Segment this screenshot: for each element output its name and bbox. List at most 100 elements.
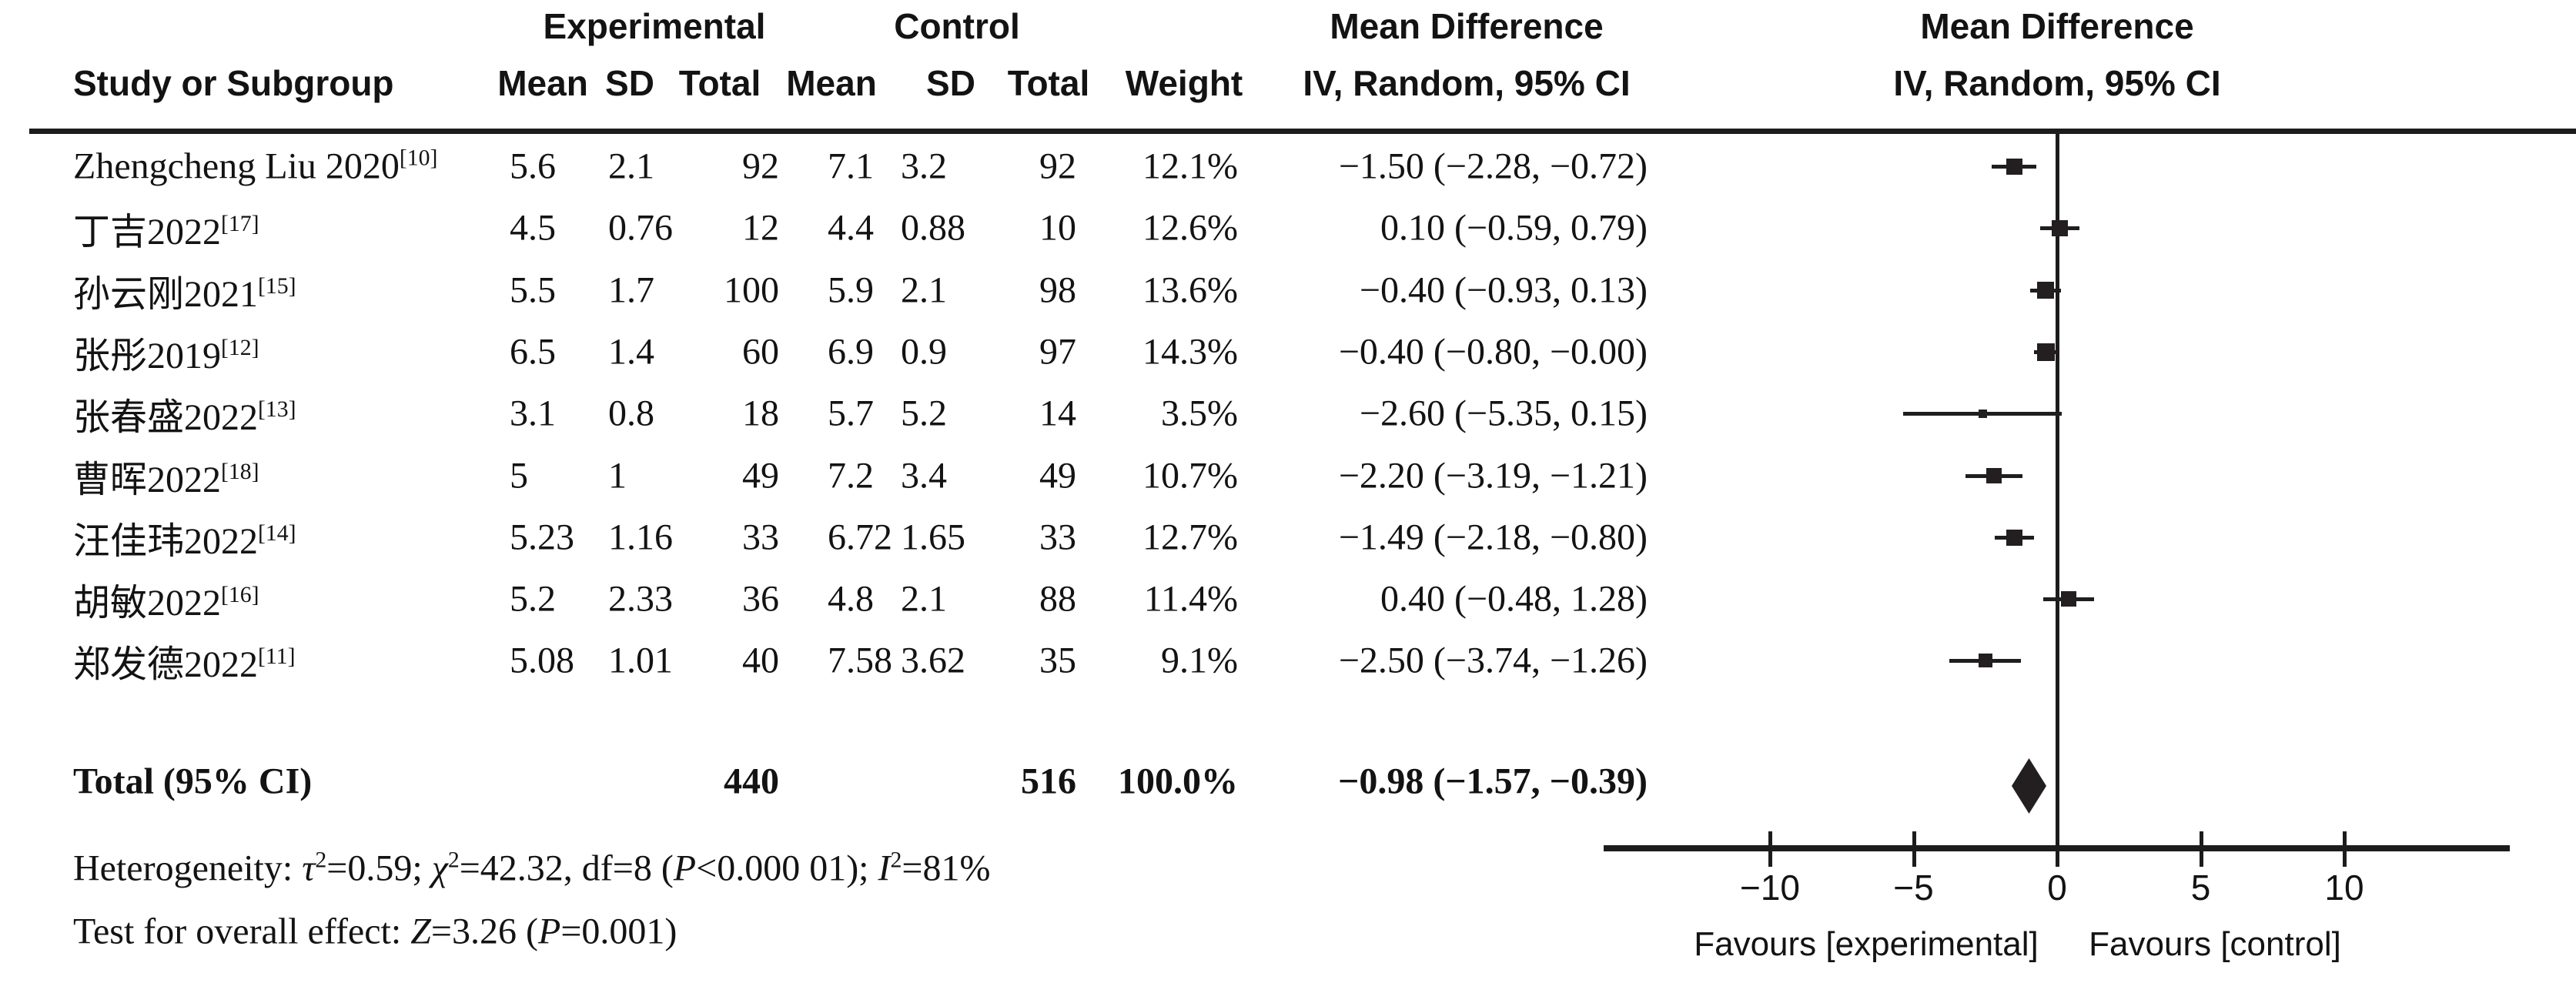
cell-exp_sd: 2.33 [608, 578, 673, 620]
cell-weight: 3.5% [1161, 393, 1238, 434]
study-reference-superscript: [13] [258, 396, 296, 422]
cell-exp_sd: 2.1 [608, 145, 654, 187]
cell-md_text: −1.50 (−2.28, −0.72) [1338, 145, 1648, 187]
cell-exp_total: 100 [724, 269, 779, 311]
footnote-segment: =42.32, df=8 ( [459, 848, 674, 889]
axis-tick [2343, 831, 2347, 867]
cell-exp_mean: 5.2 [510, 578, 556, 620]
cell-ctrl_sd: 3.62 [901, 640, 965, 681]
cell-ctrl_mean: 6.72 [828, 517, 892, 558]
cell-exp_total: 49 [742, 455, 779, 497]
footnote-segment: =0.59; [326, 848, 432, 889]
cell-ctrl_sd: 0.9 [901, 331, 947, 373]
cell-ctrl_sd: 2.1 [901, 578, 947, 620]
cell-exp_sd: 1.01 [608, 640, 673, 681]
md-point-square [1986, 468, 2002, 483]
cell-exp_total: 12 [742, 207, 779, 249]
cell-ctrl_total: 14 [1039, 393, 1076, 434]
study-name: 曹晖2022[18] [73, 459, 259, 500]
cell-exp_mean: 5.08 [510, 640, 574, 681]
column-header-total-experimental: Total [678, 63, 761, 103]
column-group-control: Control [894, 6, 1020, 46]
cell-exp_total: 92 [742, 145, 779, 187]
cell-exp_sd: 0.76 [608, 207, 673, 249]
cell-ctrl_mean: 6.9 [828, 331, 874, 373]
total-weight: 100.0% [1118, 761, 1238, 802]
study-name: 孙云刚2021[15] [73, 273, 296, 315]
cell-ctrl_total: 97 [1039, 331, 1076, 373]
footnote-segment: =3.26 ( [430, 911, 538, 952]
column-group-mean-difference-text: Mean Difference [1330, 6, 1604, 46]
footnote-segment: I [878, 848, 891, 889]
footnote-segment: P [537, 911, 561, 952]
column-header-mean-control: Mean [786, 63, 877, 103]
cell-exp_sd: 0.8 [608, 393, 654, 434]
column-header-iv-random-ci-text: IV, Random, 95% CI [1303, 63, 1631, 103]
study-name: 郑发德2022[11] [73, 644, 296, 685]
cell-ctrl_mean: 5.7 [828, 393, 874, 434]
md-point-square [2006, 530, 2022, 546]
header-separator-line [29, 129, 2576, 134]
cell-ctrl_sd: 5.2 [901, 393, 947, 434]
cell-ctrl_total: 98 [1039, 269, 1076, 311]
cell-exp_total: 36 [742, 578, 779, 620]
column-header-mean-experimental: Mean [497, 63, 588, 103]
study-reference-superscript: [15] [258, 273, 296, 299]
cell-ctrl_sd: 2.1 [901, 269, 947, 311]
cell-weight: 12.7% [1142, 517, 1238, 558]
cell-weight: 13.6% [1142, 269, 1238, 311]
column-header-weight: Weight [1125, 63, 1243, 103]
column-header-study: Study or Subgroup [73, 63, 394, 103]
cell-ctrl_total: 33 [1039, 517, 1076, 558]
cell-ctrl_mean: 4.4 [828, 207, 874, 249]
total-control-n: 516 [1021, 761, 1076, 802]
column-group-experimental: Experimental [543, 6, 766, 46]
footnote-segment: Z [410, 911, 431, 952]
cell-ctrl_sd: 1.65 [901, 517, 965, 558]
favours-experimental-label: Favours [experimental] [1694, 925, 2039, 963]
cell-ctrl_total: 49 [1039, 455, 1076, 497]
cell-md_text: 0.10 (−0.59, 0.79) [1380, 207, 1648, 249]
cell-exp_mean: 5.23 [510, 517, 574, 558]
footnote-segment: P [673, 848, 697, 889]
cell-weight: 9.1% [1161, 640, 1238, 681]
cell-exp_total: 18 [742, 393, 779, 434]
cell-md_text: 0.40 (−0.48, 1.28) [1380, 578, 1648, 620]
cell-md_text: −0.40 (−0.80, −0.00) [1338, 331, 1648, 373]
cell-weight: 14.3% [1142, 331, 1238, 373]
axis-tick [1912, 831, 1916, 867]
cell-weight: 12.6% [1142, 207, 1238, 249]
cell-ctrl_total: 92 [1039, 145, 1076, 187]
cell-exp_sd: 1.16 [608, 517, 673, 558]
cell-weight: 12.1% [1142, 145, 1238, 187]
total-row-label: Total (95% CI) [73, 761, 313, 802]
cell-ctrl_sd: 0.88 [901, 207, 965, 249]
axis-tick-label: 0 [2047, 868, 2067, 908]
cell-ctrl_mean: 5.9 [828, 269, 874, 311]
axis-tick-label: −10 [1739, 868, 1801, 908]
study-reference-superscript: [18] [221, 459, 259, 484]
md-point-square [2052, 220, 2068, 236]
column-header-sd-experimental: SD [605, 63, 654, 103]
study-name: 胡敏2022[16] [73, 582, 259, 624]
column-group-mean-difference-plot: Mean Difference [1920, 6, 2194, 46]
cell-weight: 10.7% [1142, 455, 1238, 497]
column-header-sd-control: SD [926, 63, 975, 103]
study-name: Zhengcheng Liu 2020[10] [73, 145, 438, 187]
footnote-segment: =81% [902, 848, 991, 889]
summary-diamond [2012, 758, 2046, 814]
cell-md_text: −1.49 (−2.18, −0.80) [1338, 517, 1648, 558]
cell-md_text: −2.20 (−3.19, −1.21) [1338, 455, 1648, 497]
cell-ctrl_sd: 3.4 [901, 455, 947, 497]
axis-tick-label: 5 [2190, 868, 2211, 908]
study-name: 张春盛2022[13] [73, 396, 296, 438]
study-name: 汪佳玮2022[14] [73, 520, 296, 562]
cell-ctrl_total: 88 [1039, 578, 1076, 620]
axis-tick [2200, 831, 2203, 867]
cell-exp_mean: 5.6 [510, 145, 556, 187]
cell-exp_mean: 6.5 [510, 331, 556, 373]
study-name: 张彤2019[12] [73, 335, 259, 376]
md-point-square [1979, 410, 1987, 418]
cell-exp_mean: 5.5 [510, 269, 556, 311]
footnote-segment: 2 [447, 847, 460, 873]
